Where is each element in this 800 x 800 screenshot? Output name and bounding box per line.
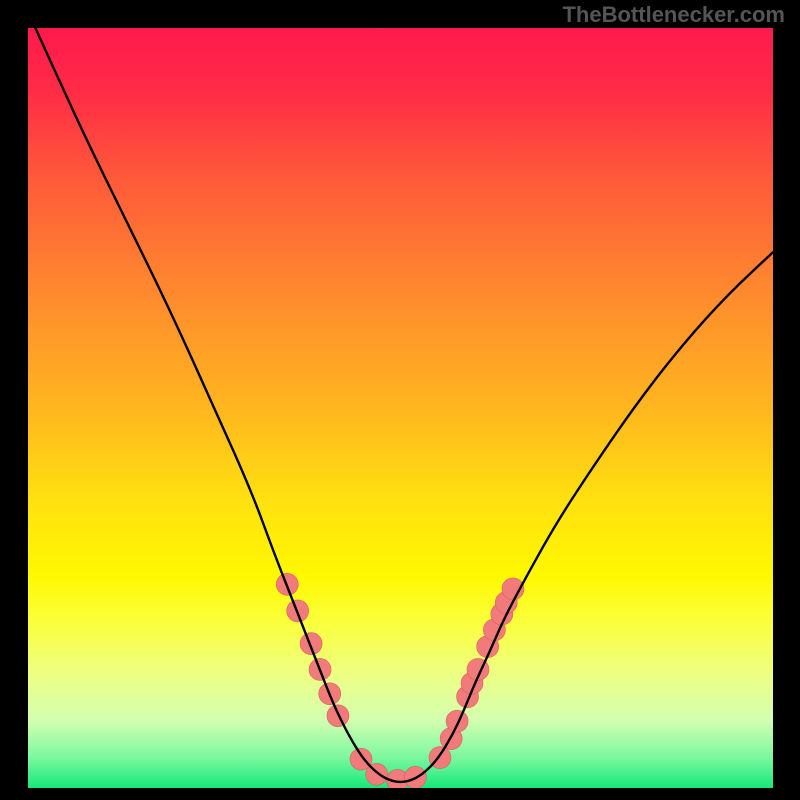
watermark-text: TheBottlenecker.com: [562, 2, 785, 28]
gradient-background: [28, 28, 773, 788]
chart-stage: TheBottlenecker.com: [0, 0, 800, 800]
